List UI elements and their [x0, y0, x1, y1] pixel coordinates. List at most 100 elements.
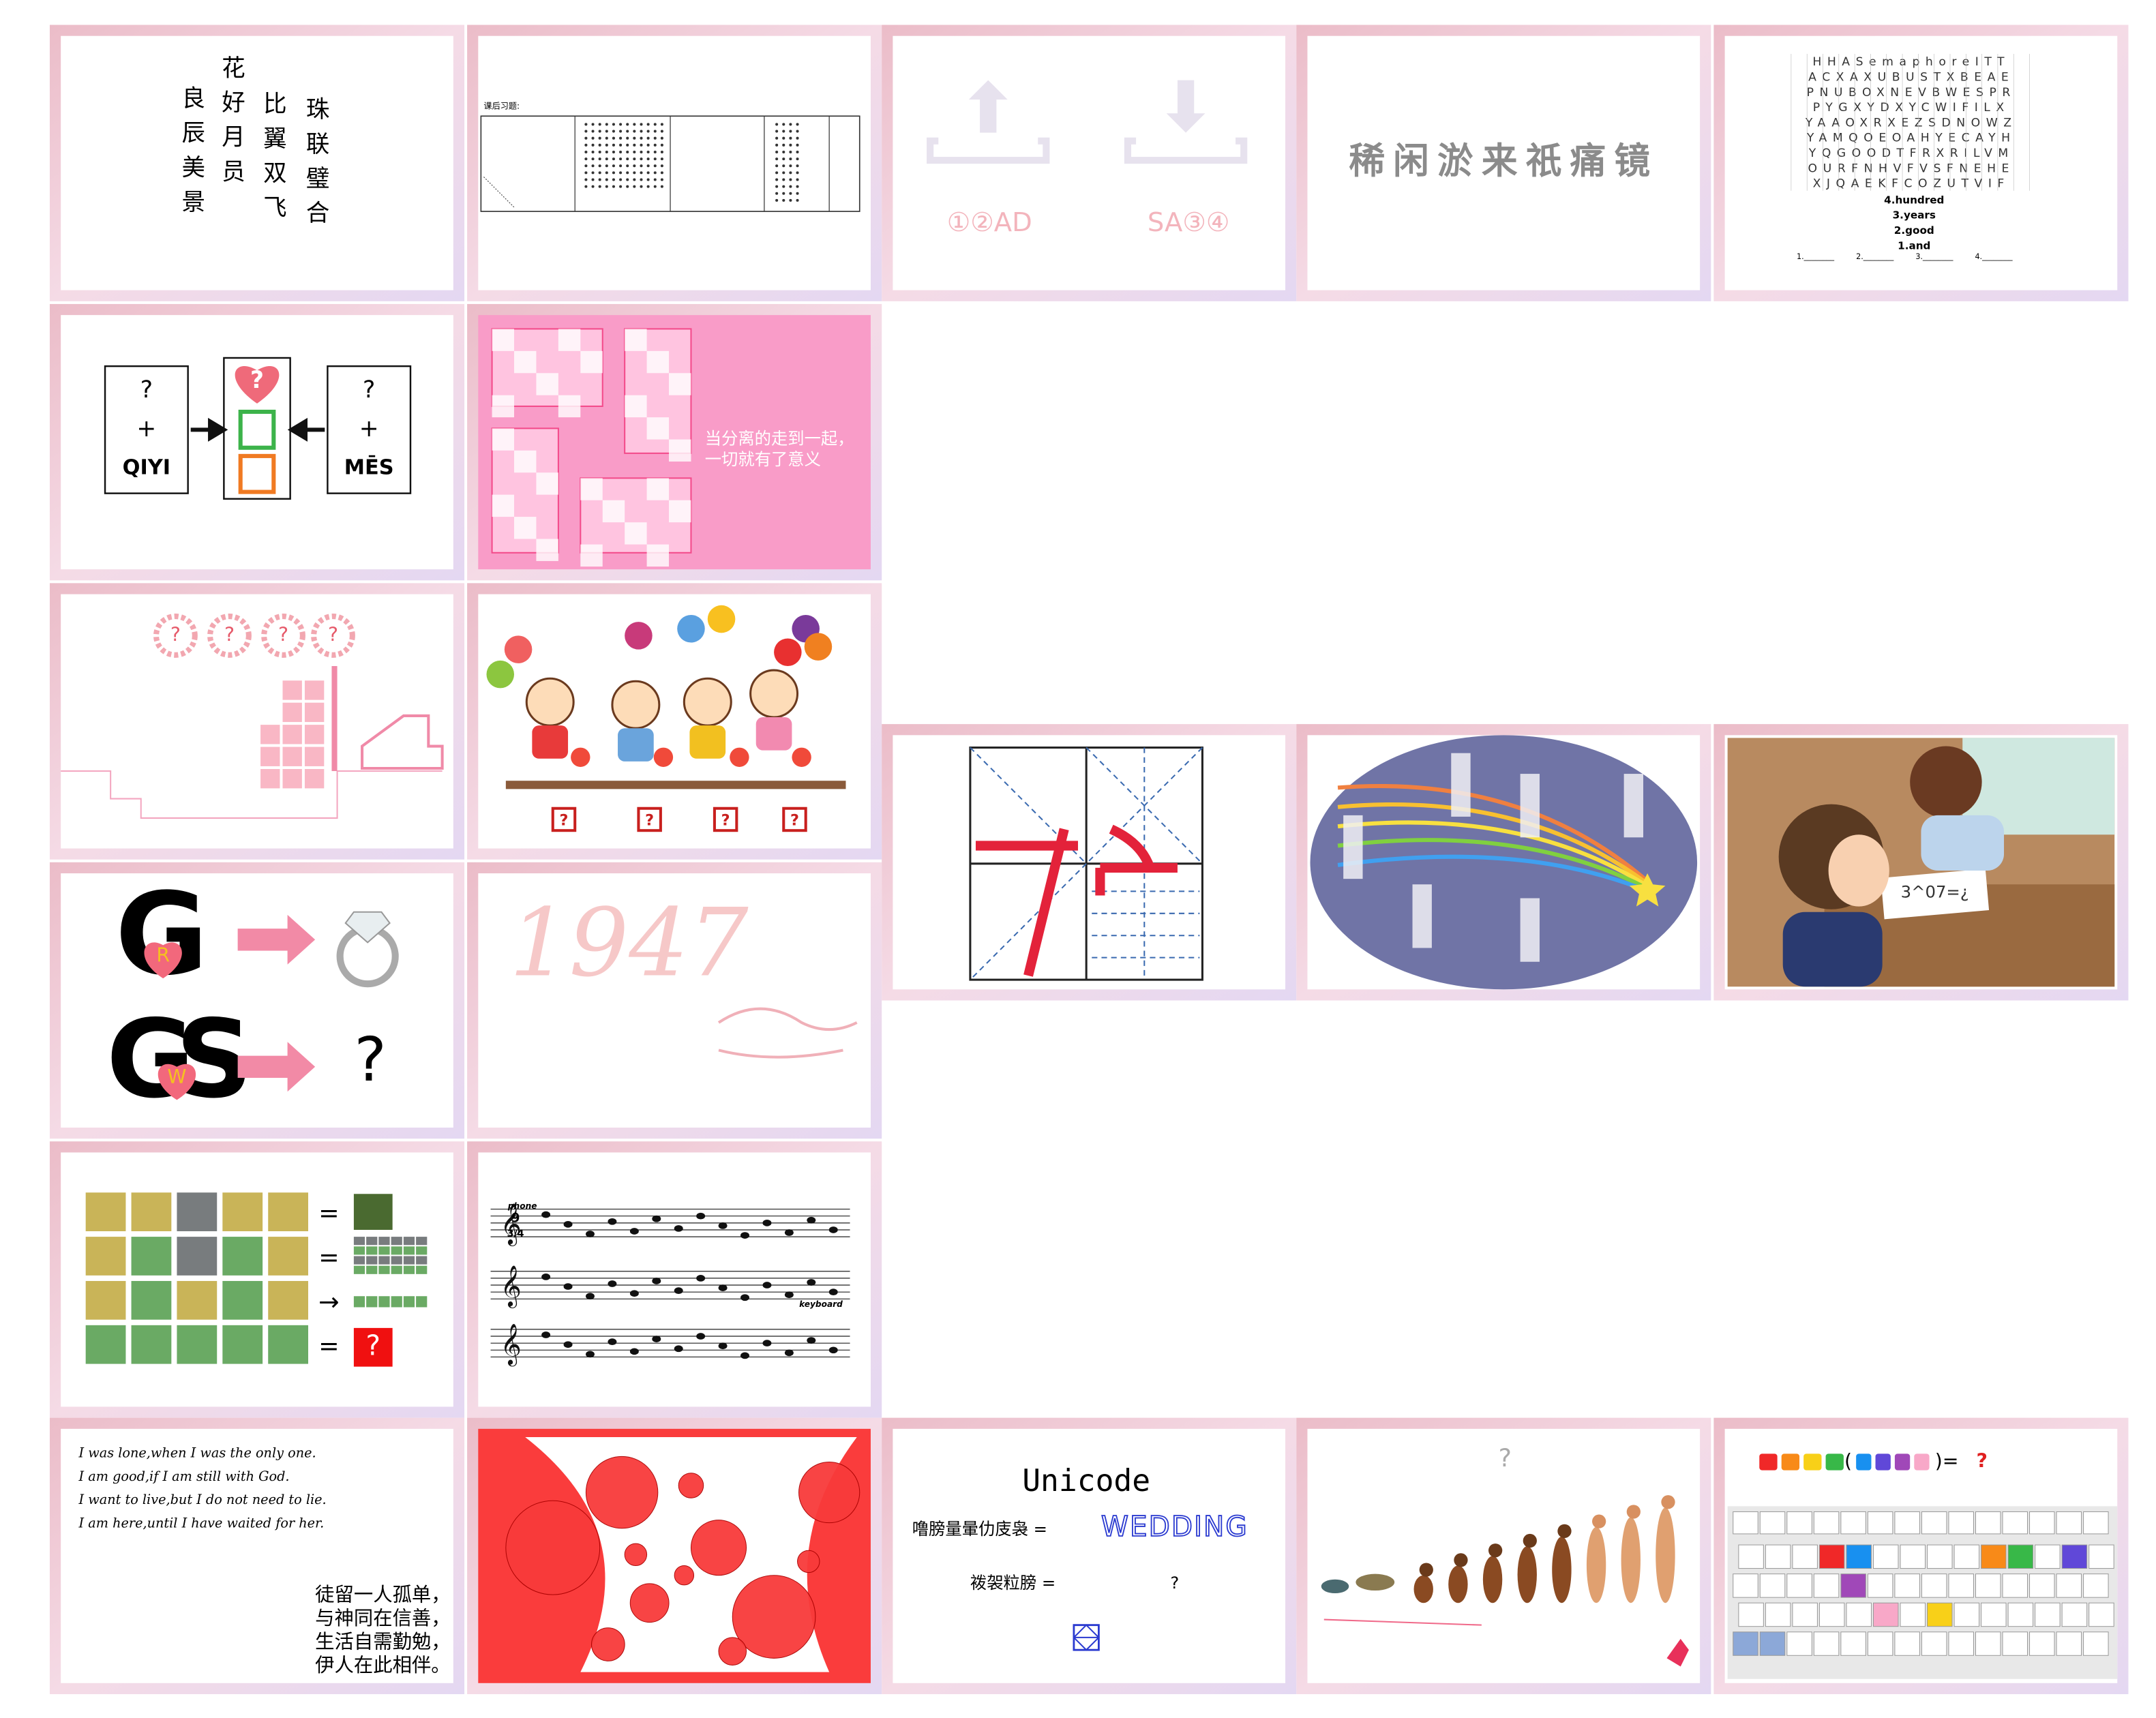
wreath: [153, 613, 198, 658]
dot: [646, 171, 650, 175]
dot: [591, 130, 595, 133]
tile: [1724, 35, 2118, 290]
heart: [235, 365, 280, 404]
bubble: [690, 1520, 747, 1576]
cell: [625, 395, 647, 418]
dot: [626, 130, 629, 133]
note: [807, 1279, 816, 1286]
key: [2056, 1631, 2082, 1656]
dot: [612, 150, 615, 153]
chalk: [1623, 774, 1644, 838]
mini: [403, 1256, 415, 1265]
hominid: [1413, 1575, 1433, 1603]
cell: [514, 350, 537, 374]
dot: [619, 130, 623, 133]
dot: [598, 157, 601, 161]
tile: [893, 735, 1286, 990]
label: ?: [328, 623, 338, 646]
qbox: [713, 807, 738, 832]
label: ?: [250, 367, 264, 394]
clef: 𝄞: [500, 1265, 522, 1308]
heart-block: [259, 745, 282, 768]
dot: [796, 198, 799, 202]
label: 1.________: [1797, 252, 1835, 261]
label: WEDDING: [1101, 1510, 1248, 1543]
dot: [598, 164, 601, 168]
key: [1894, 1631, 1920, 1656]
note: [586, 1293, 595, 1300]
dot: [789, 123, 792, 126]
guide: [970, 863, 1087, 980]
dot: [612, 178, 615, 181]
label: +: [136, 415, 156, 442]
cell: [492, 494, 515, 517]
key: [1927, 1544, 1953, 1569]
key: [1953, 1602, 1980, 1627]
dot: [598, 123, 601, 126]
dot: [626, 164, 629, 168]
tray-gap: [938, 132, 1038, 152]
key: [1738, 1602, 1764, 1627]
label: 比翼双飞: [258, 91, 286, 230]
key: [1792, 1544, 1818, 1569]
cell: [85, 1280, 126, 1320]
label: SA③④: [1148, 207, 1230, 238]
qbox: [782, 807, 807, 832]
label: ?: [366, 1329, 381, 1361]
rainbow: [1337, 838, 1646, 889]
mini: [391, 1246, 402, 1255]
dot: [646, 150, 650, 153]
key: [1867, 1631, 1893, 1656]
dot: [619, 157, 623, 161]
mini: [366, 1265, 378, 1274]
clef: 𝄞: [500, 1323, 522, 1366]
key: [1894, 1573, 1920, 1598]
cell: [625, 522, 647, 545]
mini: [391, 1237, 402, 1246]
dot: [591, 185, 595, 188]
key: [1975, 1511, 2001, 1535]
dot: [591, 157, 595, 161]
key: [1786, 1511, 1812, 1535]
label: YAMQOEOAHYECAYH: [1806, 132, 2016, 145]
cell: [558, 395, 581, 418]
dot: [612, 185, 615, 188]
cell: [646, 350, 670, 374]
label: =: [318, 1331, 340, 1361]
label: ACXAXUBUSTXBEAE: [1808, 71, 2014, 85]
dot: [782, 157, 785, 161]
mini: [366, 1246, 378, 1255]
balloon: [504, 635, 533, 663]
dot: [591, 150, 595, 153]
label: ?: [278, 623, 288, 646]
label: ?: [560, 811, 569, 829]
dot: [591, 136, 595, 140]
label: →: [318, 1287, 340, 1316]
dot: [640, 143, 643, 147]
dot: [660, 136, 663, 140]
paper: [1881, 869, 1990, 920]
arrow: [968, 80, 1008, 133]
kid-head: [611, 680, 661, 729]
bubble: [505, 1500, 601, 1595]
bubble: [732, 1575, 816, 1659]
note: [696, 1212, 706, 1220]
cell: [602, 500, 625, 523]
cell: [558, 329, 581, 351]
dot: [796, 192, 799, 195]
label: G: [115, 869, 208, 1001]
dot: [775, 130, 779, 133]
dot: [605, 123, 608, 126]
note: [718, 1222, 728, 1229]
dozer: [361, 714, 444, 770]
note: [563, 1220, 573, 1228]
bubble: [624, 1543, 648, 1567]
dot: [646, 136, 650, 140]
dot: [775, 157, 779, 161]
key: [1733, 1511, 1758, 1535]
key: [1813, 1511, 1840, 1535]
hominid: [1448, 1565, 1468, 1603]
label: YQGOODTFRXRILVM: [1808, 147, 2014, 160]
glyph-orange: [238, 453, 276, 494]
mini: [366, 1237, 378, 1246]
